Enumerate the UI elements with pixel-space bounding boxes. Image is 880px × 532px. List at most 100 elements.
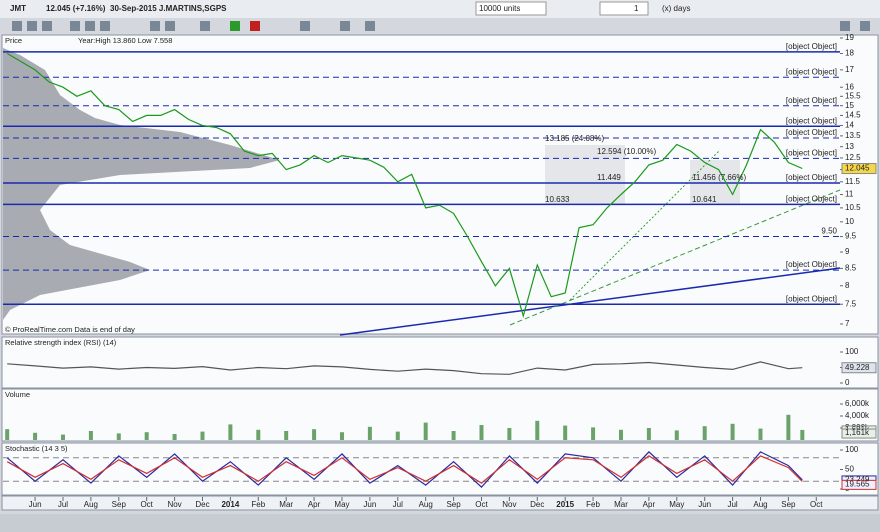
x-tick-label: May (669, 500, 684, 509)
data-line (6, 52, 803, 319)
y-tick-label: 0 (845, 378, 850, 387)
data-line (6, 451, 803, 488)
x-axis-panel (1, 495, 879, 511)
data-line (6, 455, 803, 484)
volume-bar (228, 424, 233, 440)
bottom-bar (0, 514, 880, 532)
y-tick-label: 12.5 (845, 153, 861, 162)
x-tick-label: Aug (753, 500, 767, 509)
x-tick-label: 2015 (556, 500, 574, 509)
price-panel (1, 34, 879, 335)
x-tick-label: Apr (308, 500, 321, 509)
rsi-panel (1, 336, 879, 389)
level-label: [object Object] (786, 128, 837, 137)
x-tick-label: Aug (419, 500, 433, 509)
toolbar-icons[interactable] (12, 21, 870, 31)
volume-bar (200, 431, 205, 440)
volume-bar (423, 422, 428, 440)
y-tick-label: 7.5 (845, 299, 857, 308)
stochastic-panel (1, 442, 879, 496)
x-tick-label: Apr (643, 500, 656, 509)
y-tick-label: 15.5 (845, 91, 861, 100)
data-line (7, 361, 803, 375)
volume-panel (1, 388, 879, 442)
date-name: 30-Sep-2015 J.MARTINS,SGPS (110, 4, 227, 13)
level-label: [object Object] (786, 67, 837, 76)
y-tick-label: 14 (845, 121, 854, 130)
x-tick-label: Jul (727, 500, 737, 509)
x-tick-label: Jul (393, 500, 403, 509)
last-value-tag (841, 362, 877, 374)
units-field[interactable] (475, 1, 547, 16)
volume-bar (172, 434, 177, 440)
trend-line (569, 149, 721, 301)
volume-bar (367, 426, 372, 440)
x-tick-label: Jul (58, 500, 68, 509)
volume-bar (730, 423, 735, 440)
panel-title: Stochastic (14 3 5) (5, 444, 68, 453)
last-value-label: 23.249 (845, 475, 870, 484)
trend-line (339, 267, 841, 336)
volume-bar (507, 428, 512, 440)
x-tick-label: Oct (140, 500, 153, 509)
x-tick-label: Oct (475, 500, 488, 509)
copyright: © ProRealTime.com Data is end of day (5, 325, 135, 334)
x-tick-label: Oct (810, 500, 823, 509)
level-label: [object Object] (786, 260, 837, 269)
volume-bar (702, 426, 707, 440)
y-tick-label: 11.5 (845, 177, 861, 186)
volume-bar (312, 429, 317, 440)
symbol[interactable]: JMT (10, 4, 26, 13)
level-label: [object Object] (786, 42, 837, 51)
volume-bar (563, 425, 568, 440)
y-tick-label: 7 (845, 319, 850, 328)
y-tick-label: 100 (845, 445, 859, 454)
annotation: 10.633 (545, 195, 570, 204)
level-label: [object Object] (786, 194, 837, 203)
y-tick-label: 9.5 (845, 232, 857, 241)
y-tick-label: 13 (845, 142, 854, 151)
y-tick-label: 100 (845, 347, 859, 356)
y-tick-label: 9 (845, 247, 850, 256)
annotation: 10.641 (692, 195, 717, 204)
volume-bar (451, 431, 456, 440)
trend-line (509, 189, 841, 326)
level-label: [object Object] (786, 116, 837, 125)
last-value-label: 12.045 (845, 164, 870, 173)
x-tick-label: Dec (530, 500, 544, 509)
period-field[interactable] (599, 1, 649, 16)
x-tick-label: Mar (614, 500, 628, 509)
y-tick-label: 13.5 (845, 131, 861, 140)
x-tick-label: Nov (502, 500, 516, 509)
last-value-label: 1,161k (845, 428, 870, 437)
y-tick-label: 10.5 (845, 203, 861, 212)
x-tick-label: Jun (698, 500, 711, 509)
volume-bar (339, 432, 344, 440)
panel-title: Relative strength index (RSI) (14) (5, 338, 117, 347)
panel-title: Volume (5, 390, 30, 399)
panel-subtitle: Year:High 13.860 Low 7.558 (78, 36, 172, 45)
annotation: 13.185 (24.08%) (545, 134, 604, 143)
volume-bar (591, 427, 596, 440)
x-tick-label: Dec (195, 500, 209, 509)
volume-bar (479, 425, 484, 440)
last-value-tag (841, 428, 877, 439)
volume-bar (5, 429, 10, 440)
volume-bar (786, 414, 791, 440)
volume-bar (256, 429, 261, 440)
last-value-label: 49.228 (845, 363, 870, 372)
level-label: 9.50 (821, 227, 837, 236)
last-value-label: 19.565 (845, 479, 870, 488)
y-tick-label: 15 (845, 101, 854, 110)
x-tick-label: Feb (586, 500, 600, 509)
x-tick-label: Nov (167, 500, 181, 509)
x-tick-label: Jun (29, 500, 42, 509)
y-tick-label: 11 (845, 190, 854, 199)
volume-bar (535, 420, 540, 440)
y-tick-label: 14.5 (845, 111, 861, 120)
volume-bar (116, 433, 121, 440)
y-tick-label: 18 (845, 49, 854, 58)
volume-bar (60, 434, 65, 440)
x-tick-label: Jun (363, 500, 376, 509)
